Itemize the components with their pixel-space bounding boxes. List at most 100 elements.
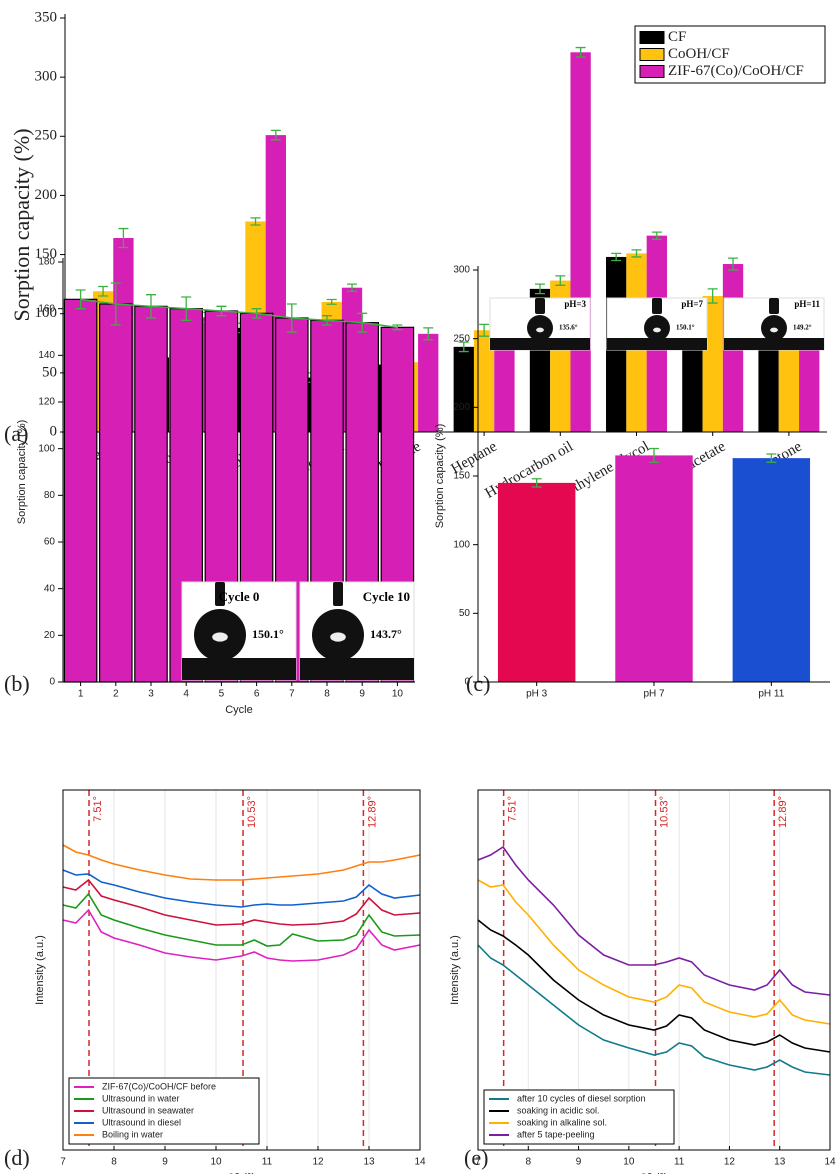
droplet-glare — [770, 328, 778, 333]
y-tick-label: 350 — [35, 9, 58, 25]
series-line — [478, 880, 830, 1024]
bar — [418, 334, 438, 432]
droplet-glare — [653, 328, 661, 333]
y-axis-label: Sorption capacity (%) — [9, 128, 34, 321]
x-tick-label: 9 — [576, 1157, 582, 1168]
panel: (e)Intensity (a.u.)2θ (°)78910111213147.… — [449, 790, 836, 1174]
x-tick-label: pH 3 — [526, 689, 548, 700]
y-tick-label: 0 — [49, 677, 55, 688]
inset-title: Cycle 10 — [363, 589, 410, 604]
bar — [733, 458, 810, 682]
reference-label: 10.53° — [658, 796, 670, 828]
x-tick-label: 12 — [312, 1157, 324, 1168]
x-tick-label: 12 — [724, 1157, 736, 1168]
y-axis-label: Intensity (a.u.) — [34, 935, 46, 1005]
legend: after 10 cycles of diesel sorption soakin… — [484, 1090, 674, 1144]
y-tick-label: 140 — [38, 350, 55, 361]
legend-label: soaking in acidic sol. — [517, 1105, 600, 1115]
legend-label: ZIF-67(Co)/CoOH/CF before — [102, 1081, 216, 1091]
x-tick-label: 7 — [60, 1157, 66, 1168]
y-axis-label: Sorption capacity (%) — [16, 420, 28, 525]
panel: (d)Intensity (a.u.)2θ (°)78910111213147.… — [4, 790, 426, 1174]
x-tick-label: 7 — [475, 1157, 481, 1168]
legend-swatch — [640, 66, 664, 78]
reference-label: 12.89° — [777, 796, 789, 828]
legend-label: ZIF-67(Co)/CoOH/CF — [668, 63, 804, 79]
reference-label: 7.51° — [92, 796, 104, 822]
bar — [615, 455, 692, 682]
inset-title: Cycle 0 — [219, 589, 260, 604]
legend-label: after 5 tape-peeling — [517, 1129, 595, 1139]
y-tick-label: 300 — [453, 265, 470, 276]
y-tick-label: 200 — [453, 402, 470, 413]
x-tick-label: 10 — [623, 1157, 635, 1168]
x-tick-label: 8 — [111, 1157, 117, 1168]
x-tick-label: 13 — [363, 1157, 375, 1168]
x-tick-label: 11 — [262, 1157, 273, 1168]
x-tick-label: 8 — [324, 689, 330, 700]
legend-label: Boiling in water — [102, 1129, 163, 1139]
x-tick-label: 1 — [78, 689, 84, 700]
legend: ZIF-67(Co)/CoOH/CF before Ultrasound in w… — [69, 1078, 259, 1144]
droplet-glare — [330, 632, 346, 641]
contact-angle: 150.1° — [252, 627, 284, 641]
legend: CFCoOH/CFZIF-67(Co)/CoOH/CF — [635, 26, 825, 83]
needle — [333, 582, 343, 606]
x-tick-label: 10 — [392, 689, 404, 700]
x-tick-label: 4 — [183, 689, 189, 700]
y-tick-label: 300 — [35, 69, 58, 85]
panel-label: (b) — [4, 671, 30, 696]
legend-label: soaking in alkaline sol. — [517, 1117, 607, 1127]
y-tick-label: 200 — [35, 187, 58, 203]
legend-label: after 10 cycles of diesel sorption — [517, 1093, 646, 1103]
x-tick-label: pH 11 — [758, 689, 784, 700]
contact-angle: 135.6° — [559, 324, 578, 332]
x-tick-label: 9 — [359, 689, 365, 700]
bar — [498, 483, 575, 682]
x-tick-label: pH 7 — [643, 689, 665, 700]
y-axis-label: Intensity (a.u.) — [449, 935, 461, 1005]
x-tick-label: 11 — [674, 1157, 685, 1168]
bar — [135, 306, 167, 682]
y-tick-label: 0 — [50, 423, 58, 439]
inset-surface — [300, 658, 414, 680]
bar — [570, 52, 590, 432]
legend-label: Ultrasound in diesel — [102, 1117, 181, 1127]
bar — [64, 299, 96, 682]
y-tick-label: 180 — [38, 257, 55, 268]
x-tick-label: 5 — [219, 689, 225, 700]
y-tick-label: 100 — [38, 443, 55, 454]
panel-label: (d) — [4, 1145, 30, 1170]
y-tick-label: 20 — [44, 630, 56, 641]
x-tick-label: 14 — [414, 1157, 426, 1168]
x-tick-label: 6 — [254, 689, 260, 700]
x-tick-label: 14 — [824, 1157, 836, 1168]
x-tick-label: 13 — [774, 1157, 786, 1168]
x-axis-label: Cycle — [225, 704, 253, 716]
y-tick-label: 40 — [44, 583, 56, 594]
y-tick-label: 50 — [42, 364, 57, 380]
needle — [769, 298, 779, 314]
x-tick-label: 3 — [148, 689, 154, 700]
figure: (a)Sorption capacity (%)0501001502002503… — [0, 0, 837, 1174]
y-tick-label: 80 — [44, 490, 56, 501]
inset-title: pH=11 — [794, 299, 820, 309]
bar — [454, 347, 474, 432]
inset-title: pH=3 — [564, 299, 586, 309]
y-tick-label: 50 — [459, 608, 471, 619]
y-tick-label: 150 — [453, 471, 470, 482]
legend-label: CoOH/CF — [668, 46, 730, 62]
panel: (b)Sorption capacity (%)Cycle02040608010… — [4, 257, 415, 716]
y-tick-label: 160 — [38, 303, 55, 314]
contact-angle: 150.1° — [676, 324, 695, 332]
reference-label: 10.53° — [246, 796, 258, 828]
reference-label: 12.89° — [366, 796, 378, 828]
reference-label: 7.51° — [507, 796, 519, 822]
bar — [100, 304, 132, 682]
x-tick-label: 2 — [113, 689, 119, 700]
legend-label: Ultrasound in water — [102, 1093, 180, 1103]
needle — [652, 298, 662, 314]
legend-label: Ultrasound in seawater — [102, 1105, 194, 1115]
inset-surface — [182, 658, 296, 680]
y-tick-label: 60 — [44, 537, 56, 548]
